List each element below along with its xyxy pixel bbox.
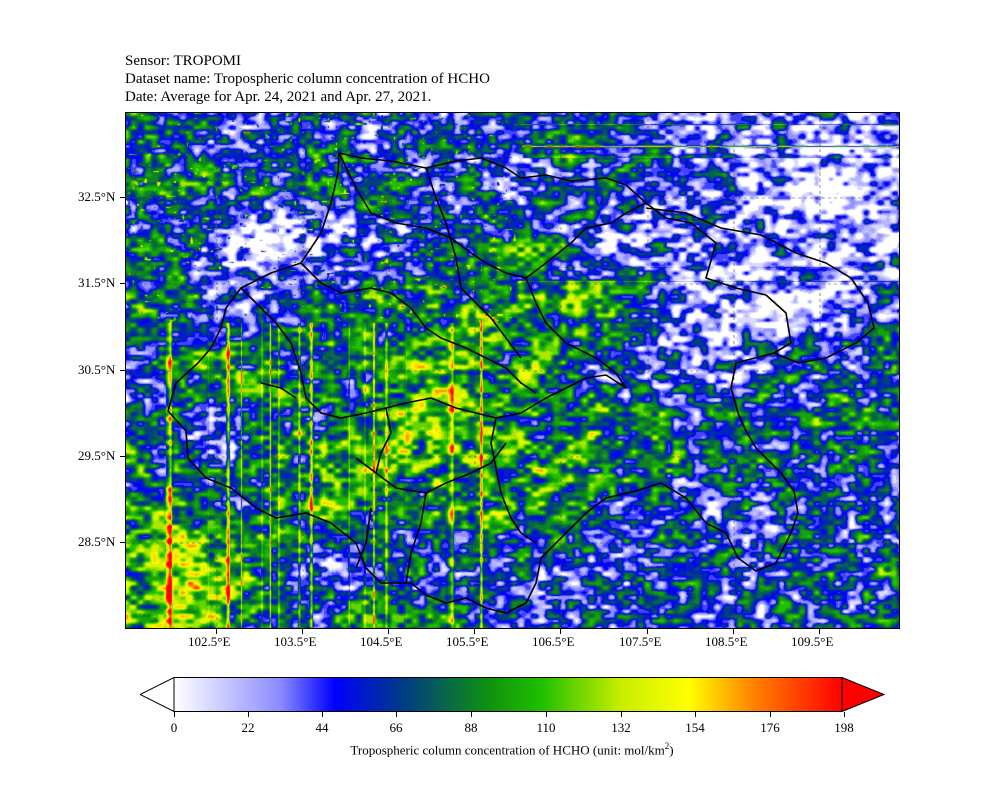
hcho-concentration-raster	[126, 113, 899, 628]
district-boundary	[540, 542, 557, 559]
cb-tick-154: 154	[685, 720, 705, 735]
colorbar-gradient	[174, 677, 842, 712]
district-boundary	[525, 202, 647, 279]
cb-tick-44: 44	[315, 720, 329, 735]
lon-label-109-5: 109.5°E	[791, 634, 834, 649]
lon-tick-mark	[560, 629, 561, 634]
cb-tick-198: 198	[834, 720, 854, 735]
colorbar-tick-mark	[174, 712, 175, 717]
colorbar	[140, 677, 885, 712]
district-boundary	[260, 382, 297, 399]
lat-tick-mark	[120, 456, 125, 457]
cb-tick-132: 132	[611, 720, 631, 735]
date-line: Date: Average for Apr. 24, 2021 and Apr.…	[125, 89, 432, 105]
lon-tick-mark	[388, 629, 389, 634]
lat-tick-mark	[120, 197, 125, 198]
district-boundary	[430, 374, 627, 419]
district-boundary	[405, 492, 427, 584]
district-boundary	[375, 407, 507, 494]
lon-label-105-5: 105.5°E	[446, 634, 489, 649]
lat-tick-mark	[120, 542, 125, 543]
dataset-line: Dataset name: Tropospheric column concen…	[125, 71, 490, 87]
lat-tick-mark	[120, 283, 125, 284]
cb-tick-22: 22	[241, 720, 255, 735]
district-boundary	[525, 277, 627, 389]
cb-tick-88: 88	[464, 720, 478, 735]
gridlines	[126, 113, 899, 628]
lon-tick-mark	[733, 629, 734, 634]
lat-label-32-5: 32.5°N	[78, 189, 116, 204]
lat-label-29-5: 29.5°N	[78, 448, 116, 463]
lon-tick-mark	[302, 629, 303, 634]
lon-label-104-5: 104.5°E	[360, 634, 403, 649]
district-boundary	[355, 457, 377, 474]
colorbar-min-extend	[140, 677, 175, 712]
lat-label-28-5: 28.5°N	[78, 534, 116, 549]
map-overlay	[126, 113, 899, 628]
region-east-boundary	[645, 207, 875, 364]
colorbar-max-extend	[841, 677, 885, 712]
district-boundary	[490, 417, 537, 544]
cb-tick-176: 176	[760, 720, 780, 735]
admin-boundaries	[167, 152, 875, 614]
district-boundary	[240, 287, 432, 419]
cb-tick-66: 66	[389, 720, 403, 735]
lon-label-107-5: 107.5°E	[619, 634, 662, 649]
colorbar-tick-mark	[471, 712, 472, 717]
colorbar-tick-mark	[844, 712, 845, 717]
lon-label-102-5: 102.5°E	[188, 634, 231, 649]
colorbar-tick-mark	[621, 712, 622, 717]
lat-tick-mark	[120, 370, 125, 371]
sensor-line: Sensor: TROPOMI	[125, 53, 241, 69]
lon-tick-mark	[819, 629, 820, 634]
region-outer-boundary	[167, 152, 799, 614]
lat-label-30-5: 30.5°N	[78, 362, 116, 377]
lon-tick-mark	[474, 629, 475, 634]
colorbar-tick-mark	[546, 712, 547, 717]
lon-tick-mark	[216, 629, 217, 634]
colorbar-tick-mark	[770, 712, 771, 717]
cb-tick-0: 0	[170, 720, 178, 735]
lon-label-108-5: 108.5°E	[705, 634, 748, 649]
lon-tick-mark	[647, 629, 648, 634]
colorbar-tick-mark	[248, 712, 249, 717]
lon-label-103-5: 103.5°E	[274, 634, 317, 649]
cb-tick-110: 110	[536, 720, 556, 735]
district-boundary	[300, 262, 507, 369]
district-boundary	[425, 167, 522, 359]
colorbar-tick-mark	[396, 712, 397, 717]
district-boundary	[338, 152, 527, 279]
map-panel[interactable]	[125, 112, 900, 629]
lat-label-31-5: 31.5°N	[78, 275, 116, 290]
district-boundary	[505, 367, 537, 394]
colorbar-tick-mark	[695, 712, 696, 717]
colorbar-title: Tropospheric column concentration of HCH…	[350, 741, 674, 758]
colorbar-tick-mark	[322, 712, 323, 717]
district-boundary	[355, 507, 372, 569]
lon-label-106-5: 106.5°E	[532, 634, 575, 649]
